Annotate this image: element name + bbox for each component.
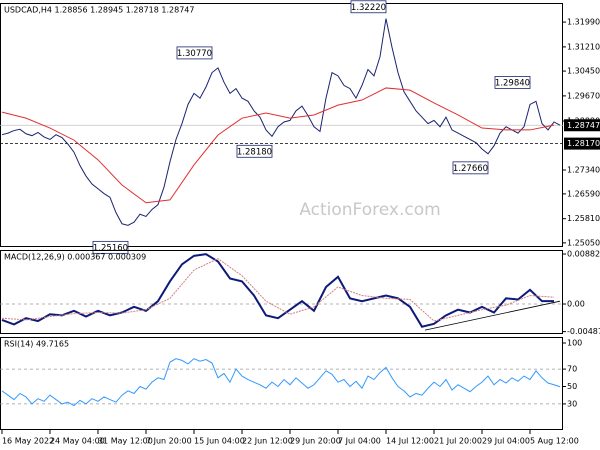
y-tick-label: 50 xyxy=(567,382,577,391)
trendline xyxy=(424,300,561,331)
panel-title: RSI(14) 49.7165 xyxy=(4,340,69,349)
hline-box xyxy=(564,137,600,150)
current-label: 1.28747 xyxy=(567,121,600,130)
current-box xyxy=(564,119,600,132)
annotation-box xyxy=(350,0,387,14)
y-tick-label: 0.00 xyxy=(567,300,585,309)
annotation-label: 1.27660 xyxy=(453,164,488,174)
annotation-label: 1.25160 xyxy=(93,243,128,253)
y-tick-label: 1.26590 xyxy=(567,189,600,198)
x-tick-label: 21 Jul 20:00 xyxy=(434,437,482,446)
annotation-box xyxy=(236,144,273,158)
annotation-label: 1.30770 xyxy=(177,49,212,59)
hline-label: 1.28170 xyxy=(567,139,600,148)
y-tick-label: 1.29670 xyxy=(567,91,600,100)
y-tick-label: 1.30450 xyxy=(567,67,600,76)
y-tick-label: 1.31210 xyxy=(567,42,600,51)
annotation-label: 1.32220 xyxy=(351,3,386,13)
y-tick-label: 1.27340 xyxy=(567,166,600,175)
x-tick-label: 14 Jul 12:00 xyxy=(386,437,434,446)
x-tick-label: 24 May 04:00 xyxy=(50,437,105,446)
x-tick-label: 15 Jun 04:00 xyxy=(194,437,245,446)
x-tick-label: 5 Aug 12:00 xyxy=(530,437,579,446)
x-tick-label: 29 Jun 20:00 xyxy=(290,437,341,446)
annotation-box xyxy=(494,76,531,89)
series-line xyxy=(1,358,561,407)
panel-title: MACD(12,26,9) 0.000367 0.000309 xyxy=(4,253,146,262)
annotation-label: 1.28180 xyxy=(237,147,272,157)
x-tick-label: 22 Jun 12:00 xyxy=(242,437,293,446)
annotation-label: 1.29840 xyxy=(495,78,530,88)
panel-frame xyxy=(0,250,563,334)
x-tick-label: 16 May 2022 xyxy=(2,437,54,446)
x-tick-label: 7 Jul 04:00 xyxy=(338,437,381,446)
x-tick-label: 29 Jul 04:00 xyxy=(482,437,530,446)
annotation-box xyxy=(176,46,213,60)
background xyxy=(0,0,564,447)
y-tick-label: 1.31990 xyxy=(567,18,600,27)
y-tick-label: 70 xyxy=(567,365,577,374)
annotation-box xyxy=(452,161,489,175)
y-tick-label: -0.004872 xyxy=(567,327,600,336)
series-line xyxy=(1,18,561,226)
y-tick-label: 30 xyxy=(567,399,577,408)
panel-frame xyxy=(0,337,563,430)
y-tick-label: 1.25810 xyxy=(567,214,600,223)
series-line xyxy=(1,258,555,322)
y-tick-label: 0.00882 xyxy=(567,250,600,259)
x-tick-label: 31 May 12:00 xyxy=(98,437,153,446)
series-line xyxy=(1,87,555,204)
watermark: ActionForex.com xyxy=(299,200,440,220)
panel-title: USDCAD,H4 1.28856 1.28945 1.28718 1.2874… xyxy=(4,6,194,15)
y-tick-label: 100 xyxy=(567,339,582,348)
series-line xyxy=(1,253,554,328)
y-tick-label: 1.25050 xyxy=(567,238,600,247)
x-tick-label: 7 Jun 20:00 xyxy=(146,437,192,446)
